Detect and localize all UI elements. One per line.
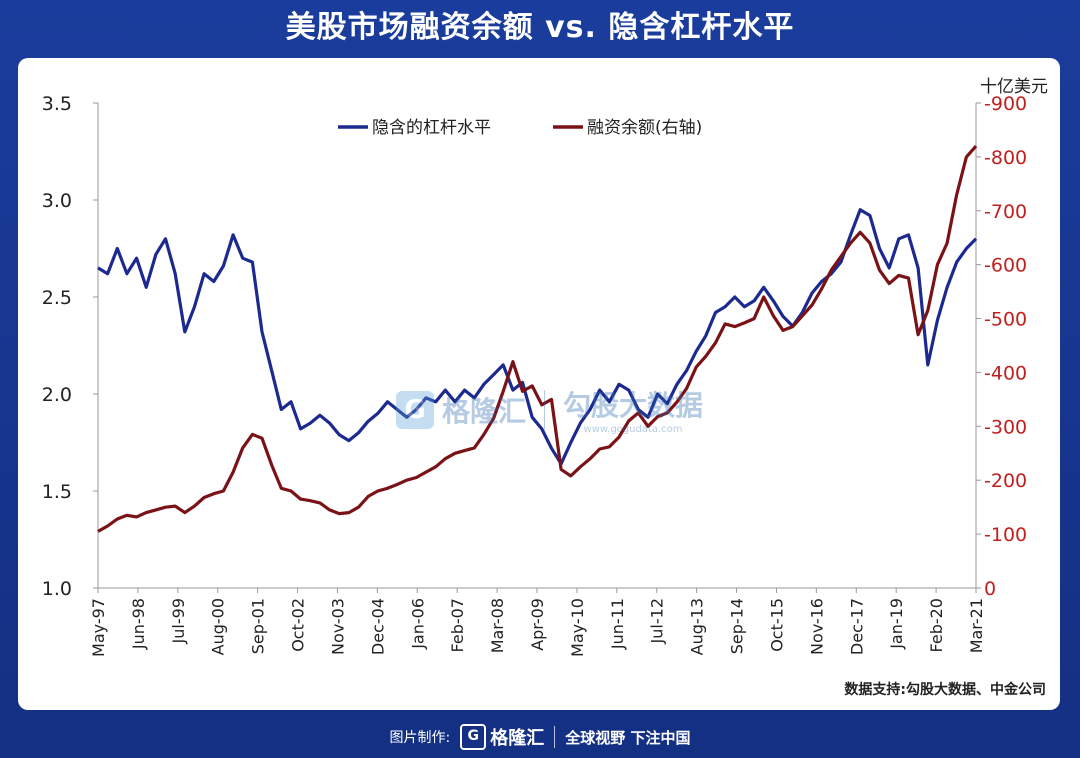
x-tick-label: Jun-11	[608, 598, 627, 650]
x-tick-label: Jul-99	[169, 598, 188, 644]
source-note: 数据支持:勾股大数据、中金公司	[844, 681, 1046, 698]
right-tick-label: -800	[984, 147, 1027, 169]
legend-label: 融资余额(右轴)	[587, 118, 702, 138]
x-tick-label: Aug-00	[209, 598, 228, 655]
left-tick-label: 3.5	[42, 93, 72, 115]
margin-balance-series-line	[97, 145, 978, 533]
x-tick-label: May-97	[89, 598, 108, 657]
left-tick-label: 1.5	[42, 481, 72, 503]
footer-logo: G 格隆汇	[460, 724, 544, 750]
x-tick-label: Nov-03	[328, 598, 347, 655]
right-tick-label: -900	[984, 93, 1027, 115]
footer: 图片制作: G 格隆汇 全球视野 下注中国	[0, 716, 1080, 758]
footer-slogan: 全球视野 下注中国	[565, 728, 691, 747]
line-chart: 1.0 1.5 2.0 2.5 3.0 3.5 0 -100 -200 -300 -400 -500 -…	[42, 77, 1048, 698]
x-tick-label: Oct-02	[289, 598, 308, 652]
x-tick-label: Mar-21	[967, 598, 986, 653]
x-tick-label: Jan-19	[887, 598, 906, 650]
footer-divider	[554, 726, 556, 748]
x-tick-label: Mar-08	[488, 598, 507, 653]
chart-title: 美股市场融资余额 vs. 隐含杠杆水平	[285, 10, 795, 45]
right-axis-unit: 十亿美元	[980, 77, 1048, 97]
right-tick-label: -300	[984, 416, 1027, 438]
footer-brand: 格隆汇	[490, 728, 545, 749]
right-tick-label: -600	[984, 255, 1027, 277]
right-tick-label: -400	[984, 362, 1027, 384]
x-tick-label: Jan-06	[408, 598, 427, 650]
right-tick-label: -700	[984, 201, 1027, 223]
right-tick-label: 0	[984, 578, 996, 600]
x-tick-label: Jun-98	[129, 598, 148, 650]
x-tick-label: Aug-13	[688, 598, 707, 655]
x-tick-label: May-10	[568, 598, 587, 657]
legend-label: 隐含的杠杆水平	[372, 118, 491, 138]
chart-card: 1.0 1.5 2.0 2.5 3.0 3.5 0 -100 -200 -300 -400 -500 -…	[18, 58, 1060, 710]
x-tick-label: Jul-12	[648, 598, 667, 644]
x-tick-label: Nov-16	[807, 598, 826, 655]
x-tick-label: Dec-17	[847, 598, 866, 655]
x-tick-label: Feb-07	[448, 598, 467, 652]
footer-label: 图片制作:	[389, 730, 451, 746]
x-tick-label: Dec-04	[368, 598, 387, 655]
x-tick-label: Apr-09	[528, 598, 547, 651]
x-tick-label: Sep-14	[728, 598, 747, 654]
left-tick-label: 2.0	[42, 384, 72, 406]
x-tick-label: Oct-15	[767, 598, 786, 652]
left-tick-label: 3.0	[42, 190, 72, 212]
x-tick-label: Sep-01	[249, 598, 268, 654]
footer-logo-icon: G	[460, 724, 487, 750]
leverage-series-line	[97, 208, 978, 466]
x-tick-label: Feb-20	[927, 598, 946, 652]
right-tick-label: -100	[984, 524, 1027, 546]
left-tick-label: 2.5	[42, 287, 72, 309]
right-tick-label: -500	[984, 309, 1027, 331]
right-tick-label: -200	[984, 470, 1027, 492]
left-tick-label: 1.0	[42, 578, 72, 600]
